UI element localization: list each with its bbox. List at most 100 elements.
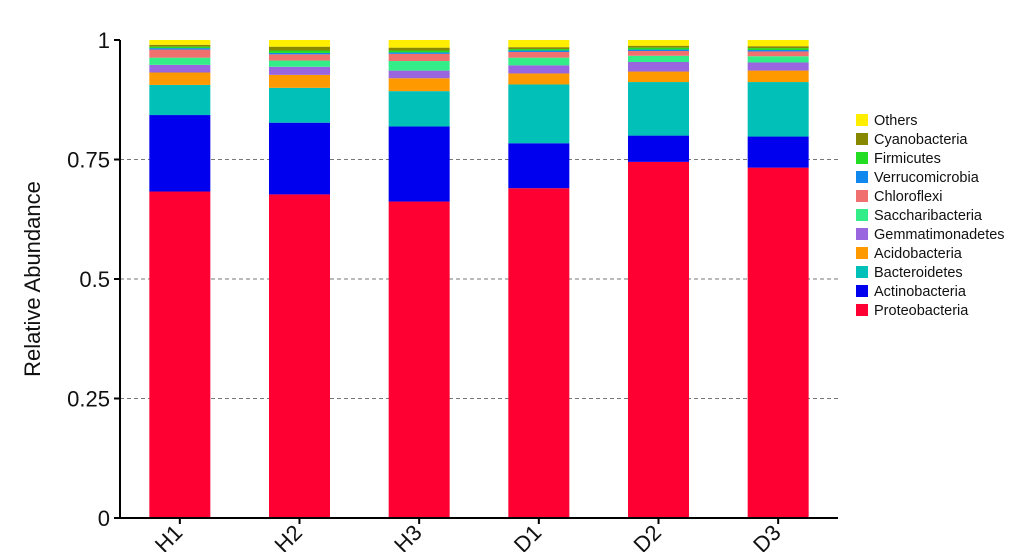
bar-segment-firmicutes-h3 [388,50,450,53]
bar-segment-others-d3 [747,40,809,47]
bar-segment-saccharibacteria-h2 [269,60,330,67]
bar-segment-firmicutes-d1 [508,49,570,51]
bar-segment-firmicutes-h2 [269,50,330,53]
bar-segment-chloroflexi-h2 [269,54,330,61]
bar-segment-chloroflexi-h3 [388,53,450,62]
bar-segment-proteobacteria-h3 [388,201,450,518]
bar-segment-verrucomicrobia-d1 [508,50,570,52]
bar-segment-gemmatimonadetes-h3 [388,70,450,79]
y-tick-label: 0.75 [67,148,110,173]
legend-label-verrucomicrobia: Verrucomicrobia [874,170,980,186]
legend-swatch-others [856,114,868,126]
bar-segment-cyanobacteria-h2 [269,46,330,51]
x-tick-label: D3 [748,520,786,552]
bar-segment-bacteroidetes-h3 [388,91,450,127]
legend-swatch-proteobacteria [856,304,868,316]
x-tick-label: H3 [389,520,427,552]
bar-segment-bacteroidetes-h1 [149,84,211,116]
legend-swatch-gemmatimonadetes [856,228,868,240]
bar-segment-actinobacteria-d2 [628,135,689,162]
bar-segment-cyanobacteria-d1 [508,47,570,50]
legend-swatch-acidobacteria [856,247,868,259]
x-tick-label: D1 [509,520,547,552]
bar-segment-gemmatimonadetes-d2 [628,61,689,72]
legend-swatch-cyanobacteria [856,133,868,145]
legend: Others Cyanobacteria Firmicutes Verrucomicr… [856,113,1005,319]
bar-segment-bacteroidetes-d2 [628,82,689,136]
legend-label-proteobacteria: Proteobacteria [874,303,969,319]
bar-segment-verrucomicrobia-h1 [149,48,211,50]
bar-segment-verrucomicrobia-d3 [747,50,809,52]
bar-segment-actinobacteria-h3 [388,126,450,202]
bar-segment-gemmatimonadetes-h1 [149,64,211,73]
bar-segment-others-d2 [628,40,689,46]
legend-swatch-firmicutes [856,152,868,164]
bar-segment-actinobacteria-d1 [508,143,570,189]
bar-segment-cyanobacteria-d3 [747,46,809,49]
legend-label-acidobacteria: Acidobacteria [874,246,963,262]
bar-segment-acidobacteria-d3 [747,70,809,83]
legend-label-actinobacteria: Actinobacteria [874,284,967,300]
bar-segment-chloroflexi-d1 [508,51,570,58]
bar-segment-chloroflexi-d2 [628,50,689,56]
bar-segment-chloroflexi-h1 [149,49,211,58]
bar-segment-acidobacteria-h3 [388,78,450,92]
bar-segment-gemmatimonadetes-d1 [508,65,570,74]
y-tick-label: 0 [98,506,110,531]
bar-segment-cyanobacteria-d2 [628,45,689,48]
bar-stacks [149,40,809,519]
legend-label-chloroflexi: Chloroflexi [874,189,943,205]
grid-lines [120,159,838,399]
bar-segment-bacteroidetes-d1 [508,84,570,144]
bar-segment-saccharibacteria-h1 [149,57,211,65]
bar-segment-bacteroidetes-d3 [747,82,809,137]
bar-segment-others-h2 [269,40,330,47]
legend-label-bacteroidetes: Bacteroidetes [874,265,963,281]
bar-segment-saccharibacteria-d2 [628,55,689,62]
legend-swatch-actinobacteria [856,285,868,297]
bar-segment-firmicutes-h1 [149,46,211,49]
bar-segment-saccharibacteria-d3 [747,56,809,63]
bar-segment-acidobacteria-h1 [149,72,211,85]
bar-segment-proteobacteria-d2 [628,161,689,518]
x-tick-label: H2 [269,520,307,552]
y-axis-title: Relative Abundance [20,181,45,377]
bar-segment-firmicutes-d2 [628,47,689,50]
legend-swatch-chloroflexi [856,190,868,202]
bar-segment-others-h3 [388,40,450,48]
legend-swatch-bacteroidetes [856,266,868,278]
legend-label-others: Others [874,113,918,129]
bar-segment-saccharibacteria-h3 [388,61,450,71]
bar-segment-gemmatimonadetes-d3 [747,62,809,71]
bar-segment-bacteroidetes-h2 [269,87,330,123]
legend-swatch-saccharibacteria [856,209,868,221]
bar-segment-verrucomicrobia-h3 [388,52,450,54]
y-tick-label: 0.5 [79,267,110,292]
bar-segment-acidobacteria-d2 [628,71,689,83]
bar-segment-proteobacteria-h2 [269,194,330,519]
bar-segment-proteobacteria-d3 [747,167,809,518]
bar-segment-verrucomicrobia-d2 [628,49,689,51]
legend-label-firmicutes: Firmicutes [874,151,941,167]
legend-label-cyanobacteria: Cyanobacteria [874,132,968,148]
x-tick-label: D2 [628,520,666,552]
bar-segment-verrucomicrobia-h2 [269,52,330,55]
bar-segment-others-d1 [508,40,570,48]
bar-segment-actinobacteria-h1 [149,115,211,192]
y-tick-label: 0.25 [67,387,110,412]
bar-segment-saccharibacteria-d1 [508,57,570,66]
bar-segment-gemmatimonadetes-h2 [269,66,330,75]
bar-segment-acidobacteria-d1 [508,73,570,85]
legend-swatch-verrucomicrobia [856,171,868,183]
bar-segment-cyanobacteria-h1 [149,44,211,47]
bar-segment-acidobacteria-h2 [269,74,330,88]
legend-label-saccharibacteria: Saccharibacteria [874,208,983,224]
bar-segment-firmicutes-d3 [747,48,809,51]
bar-segment-actinobacteria-h2 [269,122,330,195]
bar-segment-actinobacteria-d3 [747,136,809,168]
bar-segment-cyanobacteria-h3 [388,47,450,51]
bar-segment-proteobacteria-d1 [508,188,570,518]
bar-segment-others-h1 [149,40,211,45]
legend-label-gemmatimonadetes: Gemmatimonadetes [874,227,1005,243]
